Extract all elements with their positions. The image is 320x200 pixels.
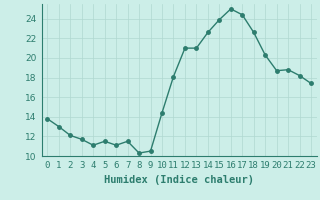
X-axis label: Humidex (Indice chaleur): Humidex (Indice chaleur) <box>104 175 254 185</box>
